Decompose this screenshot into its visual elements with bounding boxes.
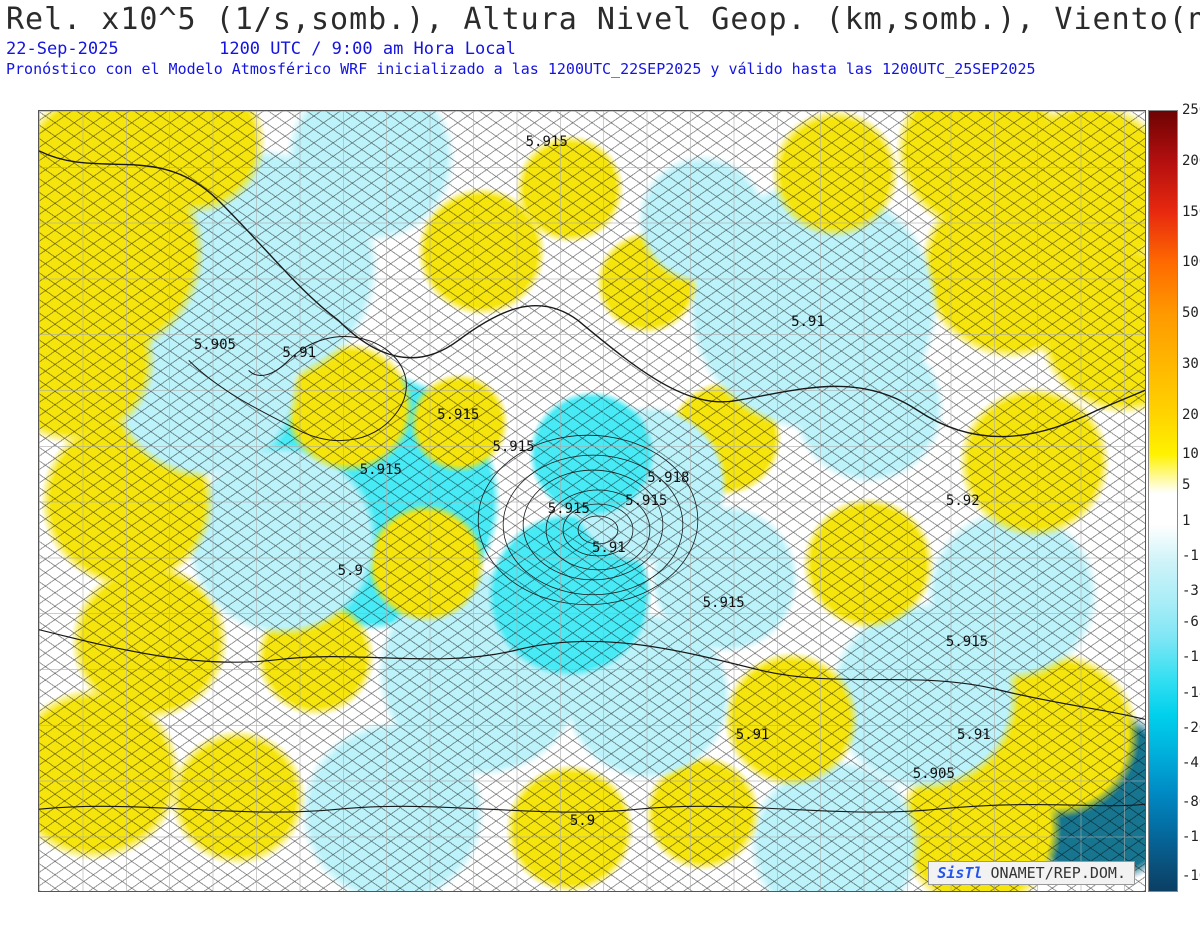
cb-tick-50: 50 — [1182, 305, 1199, 321]
cb-tick-20: 20 — [1182, 407, 1199, 423]
contour-label: 5.905 — [194, 337, 236, 353]
date-time-line: 22-Sep-2025 1200 UTC / 9:00 am Hora Loca… — [6, 39, 1200, 59]
cb-tick-10: 10 — [1182, 446, 1199, 462]
cb-tick-250: 250 — [1182, 102, 1200, 118]
contour-label: 5.91 — [592, 540, 626, 556]
chart-title: Rel. x10^5 (1/s,somb.), Altura Nivel Geo… — [6, 2, 1200, 37]
cb-tick-150: 150 — [1182, 204, 1200, 220]
contour-label: 5.915 — [548, 501, 590, 517]
cb-tick-neg6: -6 — [1182, 614, 1199, 630]
contour-label: 5.905 — [913, 766, 955, 782]
cb-tick-neg3: -3 — [1182, 583, 1199, 599]
source-logo-box: SisTl ONAMET/REP.DOM. — [928, 861, 1135, 885]
contour-label: 5.91 — [736, 727, 770, 743]
cb-tick-neg18: -18 — [1182, 685, 1200, 701]
cb-tick-neg160: -160 — [1182, 868, 1200, 884]
contour-label: 5.915 — [360, 462, 402, 478]
forecast-description: Pronóstico con el Modelo Atmosférico WRF… — [6, 60, 1200, 78]
cb-tick-neg1: -1 — [1182, 548, 1199, 564]
contour-label: 5.918 — [647, 470, 689, 486]
contour-label: 5.91 — [791, 314, 825, 330]
contour-label: 5.9 — [570, 813, 595, 829]
cb-tick-100: 100 — [1182, 254, 1200, 270]
map-plot-area[interactable]: 5.915 5.91 5.905 5.91 5.915 5.915 5.915 … — [38, 110, 1146, 892]
cb-tick-200: 200 — [1182, 153, 1200, 169]
contour-label: 5.915 — [625, 493, 667, 509]
brand-label: SisTl — [937, 864, 982, 882]
cb-tick-neg80: -80 — [1182, 794, 1200, 810]
time-label: 1200 UTC / 9:00 am Hora Local — [219, 39, 516, 59]
contour-label: 5.92 — [946, 493, 980, 509]
contour-label: 5.915 — [492, 439, 534, 455]
cb-tick-30: 30 — [1182, 356, 1199, 372]
cb-tick-1: 1 — [1182, 513, 1190, 529]
cb-tick-5: 5 — [1182, 477, 1190, 493]
contour-label: 5.915 — [703, 595, 745, 611]
contour-label: 5.915 — [526, 134, 568, 150]
cb-tick-neg12: -12 — [1182, 649, 1200, 665]
date-label: 22-Sep-2025 — [6, 39, 119, 59]
contour-label: 5.915 — [437, 407, 479, 423]
contour-label: 5.915 — [946, 634, 988, 650]
colorbar-gradient[interactable] — [1148, 110, 1178, 892]
source-label: ONAMET/REP.DOM. — [991, 864, 1126, 882]
cb-tick-neg120: -120 — [1182, 829, 1200, 845]
contour-label: 5.91 — [957, 727, 991, 743]
header-block: Rel. x10^5 (1/s,somb.), Altura Nivel Geo… — [6, 2, 1200, 78]
contour-label: 5.91 — [282, 345, 316, 361]
contour-label: 5.9 — [338, 563, 363, 579]
weather-chart-root: Rel. x10^5 (1/s,somb.), Altura Nivel Geo… — [0, 0, 1200, 927]
colorbar-legend: 250 200 150 100 50 30 20 10 5 1 -1 -3 -6… — [1148, 110, 1194, 892]
cb-tick-neg26: -26 — [1182, 720, 1200, 736]
cb-tick-neg42: -42 — [1182, 755, 1200, 771]
